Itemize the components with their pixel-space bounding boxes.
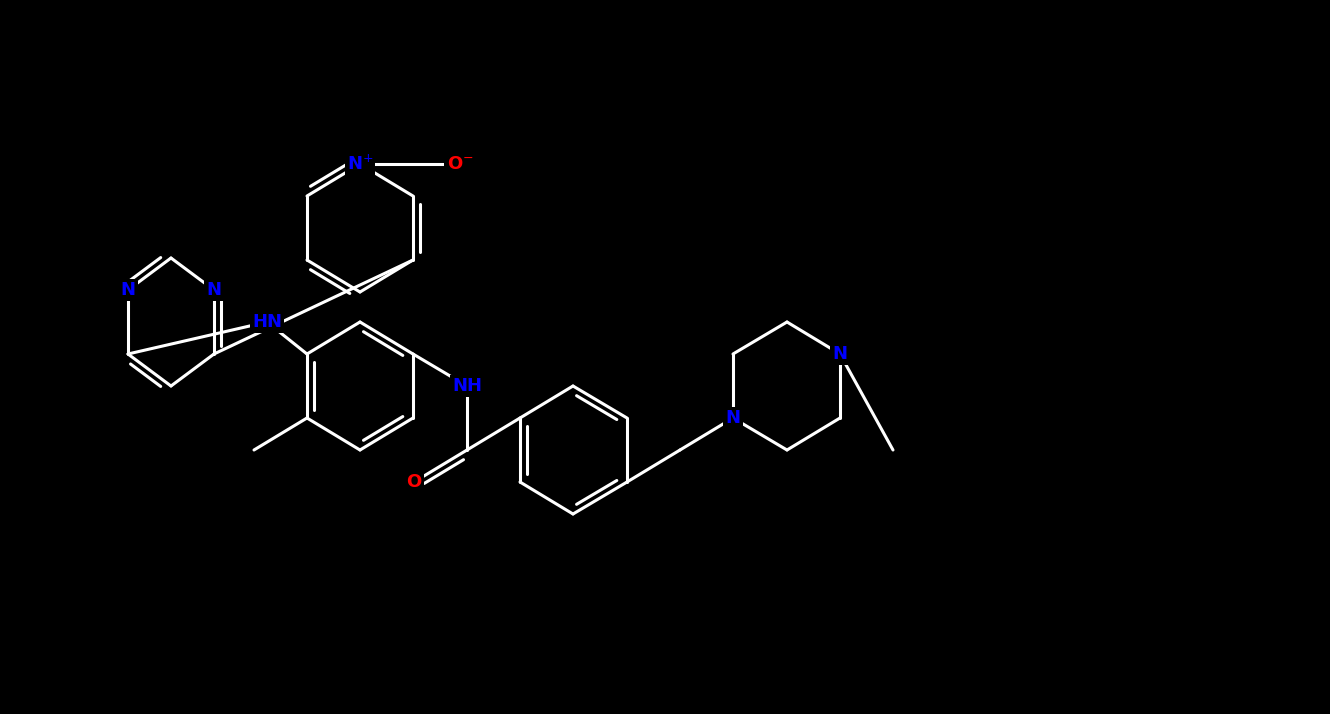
Text: N: N (206, 281, 222, 299)
Text: N: N (725, 409, 741, 427)
Text: N$^{+}$: N$^{+}$ (347, 154, 374, 174)
Text: O$^{−}$: O$^{−}$ (447, 155, 473, 173)
Text: O: O (407, 473, 422, 491)
Text: HN: HN (251, 313, 282, 331)
Text: N: N (833, 345, 847, 363)
Text: NH: NH (452, 377, 481, 395)
Text: N: N (121, 281, 136, 299)
